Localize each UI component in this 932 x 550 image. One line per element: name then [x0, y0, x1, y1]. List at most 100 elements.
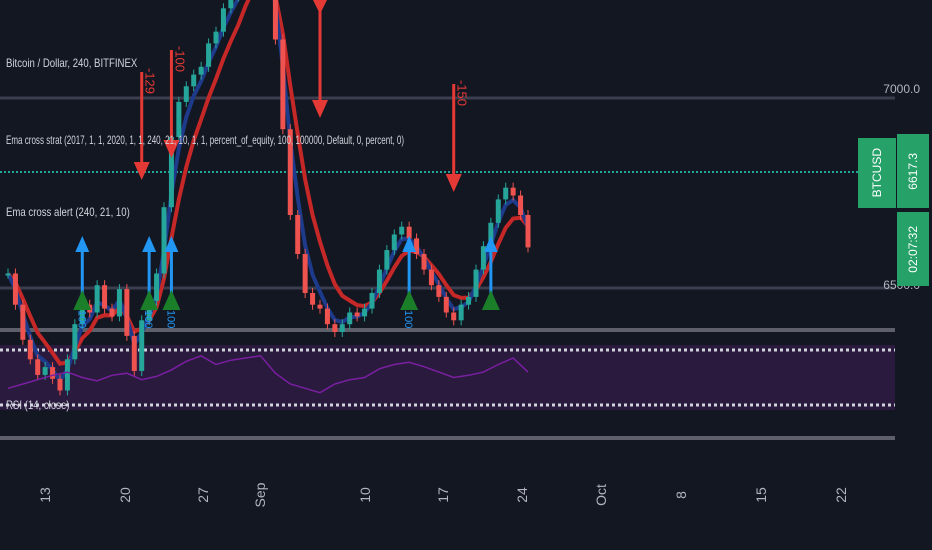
candle-body: [525, 215, 531, 248]
last-price-badge: 6617.3: [897, 134, 929, 208]
rsi-legend[interactable]: RSI (14, close): [6, 398, 70, 412]
buy-arrow-green: [481, 290, 500, 310]
candle-body: [146, 300, 152, 321]
time-axis-tick-label: Oct: [593, 484, 609, 506]
candle-body: [347, 312, 353, 325]
candle-body: [154, 273, 160, 301]
candle-body: [35, 359, 41, 375]
candle-body: [72, 324, 78, 360]
candle-body: [198, 66, 204, 75]
candle-body: [176, 101, 182, 137]
candle-body: [428, 269, 434, 286]
alert-legend[interactable]: Ema cross alert (240, 21, 10): [6, 205, 130, 219]
candle-body: [369, 293, 375, 309]
candle-body: [191, 74, 197, 87]
ema-slow-line: [6, 0, 530, 366]
buy-signal-label: 100: [164, 310, 176, 328]
candle-body: [295, 215, 301, 254]
sell-signal-label: -100: [172, 46, 187, 72]
candle-body: [436, 285, 442, 297]
time-axis-tick-label: Sep: [252, 482, 268, 507]
strategy-legend[interactable]: Ema cross strat (2017, 1, 1, 2020, 1, 1,…: [6, 133, 405, 147]
candle-body: [317, 304, 323, 309]
buy-arrow-green: [162, 290, 181, 310]
candle-body: [272, 0, 278, 40]
candle-body: [406, 226, 412, 239]
candle-body: [168, 137, 174, 208]
candle-body: [421, 254, 427, 270]
candle-body: [362, 308, 368, 317]
time-axis-tick-label: 15: [753, 487, 769, 503]
candle-body: [79, 304, 85, 325]
price-axis-7000: 7000.0: [883, 82, 920, 96]
candle-body: [466, 296, 472, 305]
time-axis-tick-label: 24: [514, 487, 530, 503]
candle-body: [480, 246, 486, 270]
candle-body: [310, 293, 316, 305]
candle-body: [391, 234, 397, 251]
time-axis-tick-label: 13: [37, 487, 53, 503]
candle-body: [339, 324, 345, 332]
candle-body: [20, 304, 26, 340]
sell-arrow: [445, 174, 462, 192]
candle-body: [503, 187, 509, 200]
candle-body: [131, 335, 137, 371]
main-legend[interactable]: Bitcoin / Dollar, 240, BITFINEX: [6, 56, 138, 70]
candle-body: [354, 312, 360, 317]
candle-body: [213, 31, 219, 44]
candle-body: [50, 367, 56, 379]
buy-arrow-green: [73, 290, 92, 310]
rsi-line: [7, 354, 529, 394]
buy-signal-label: 100: [142, 310, 154, 328]
buy-arrow-green: [140, 290, 159, 310]
time-axis-tick-label: 27: [195, 487, 211, 503]
symbol-badge[interactable]: BTCUSD: [858, 138, 896, 208]
sell-arrow: [163, 140, 180, 158]
candle-body: [161, 207, 167, 274]
time-axis-tick-label: 17: [435, 487, 451, 503]
candle-body: [443, 296, 449, 313]
candle-body: [488, 222, 494, 247]
candle-body: [280, 39, 286, 130]
buy-arrow: [402, 236, 417, 252]
last-price-label: 6617.3: [906, 152, 920, 190]
candle-body: [376, 269, 382, 293]
candle-body: [451, 312, 457, 321]
candle-body: [116, 289, 122, 317]
time-axis-tick-label: 10: [357, 487, 373, 503]
bar-countdown-badge: 02:07:32: [897, 212, 929, 286]
candle-body: [12, 273, 18, 305]
buy-signal-label: 100: [402, 310, 414, 328]
time-axis-tick-label: 20: [117, 487, 133, 503]
buy-arrow: [483, 236, 498, 252]
candle-body: [510, 187, 516, 196]
time-axis-tick-label: 8: [673, 491, 689, 499]
candle-body: [220, 8, 226, 32]
sell-arrow-top: [313, 0, 327, 14]
candle-body: [57, 378, 63, 391]
candle-body: [102, 285, 108, 309]
buy-arrow: [75, 236, 90, 252]
candle-body: [518, 195, 524, 215]
candle-body: [473, 269, 479, 297]
time-axis-tick-label: 22: [833, 487, 849, 503]
candle-body: [414, 238, 420, 254]
bar-countdown-label: 02:07:32: [906, 225, 920, 273]
candle-body: [399, 226, 405, 235]
candle-body: [302, 254, 308, 293]
sell-signal-label: -129: [143, 68, 158, 94]
candle-body: [64, 359, 70, 391]
candle-body: [206, 43, 212, 67]
candle-body: [458, 304, 464, 321]
candle-body: [332, 324, 338, 332]
candle-body: [139, 320, 145, 371]
candle-body: [94, 285, 100, 313]
candle-body: [287, 129, 293, 215]
buy-arrow: [142, 236, 157, 252]
candle-body: [124, 289, 130, 336]
candle-body: [183, 86, 189, 102]
candle-body: [495, 199, 501, 223]
candle-body: [42, 367, 48, 375]
